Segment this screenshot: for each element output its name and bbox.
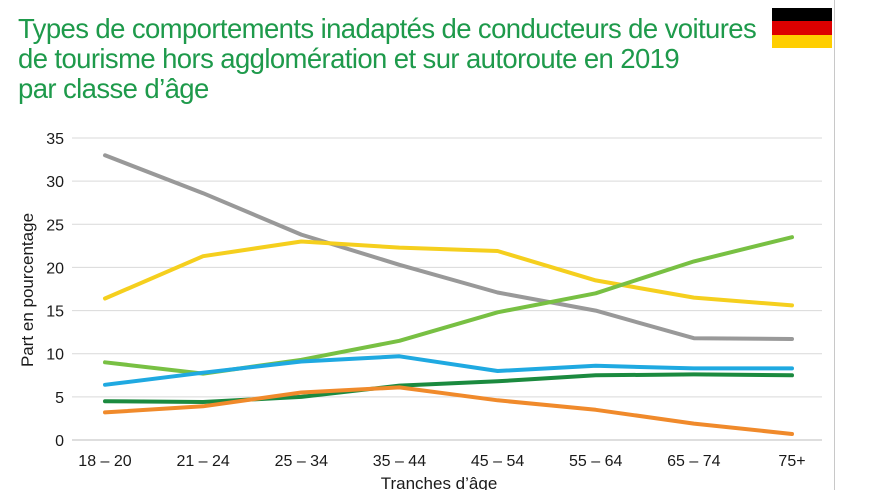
y-tick-label: 0 bbox=[55, 433, 64, 450]
chart-title-line-2: de tourisme hors agglomération et sur au… bbox=[18, 43, 680, 74]
x-tick-label: 35 – 44 bbox=[373, 453, 426, 470]
series-line-4 bbox=[103, 354, 794, 387]
y-tick-label: 10 bbox=[46, 347, 64, 364]
y-tick-label: 5 bbox=[55, 390, 64, 407]
series-line-1 bbox=[103, 153, 794, 341]
y-tick-label: 30 bbox=[46, 174, 64, 191]
series-line-2 bbox=[103, 239, 794, 308]
chart-title: Types de comportements inadaptés de cond… bbox=[18, 14, 758, 104]
series-line-5 bbox=[103, 372, 794, 404]
x-axis-label: Tranches d’âge bbox=[381, 474, 498, 490]
chart-title-line-3: par classe d’âge bbox=[18, 73, 209, 104]
x-tick-label: 55 – 64 bbox=[569, 453, 622, 470]
x-tick-label: 45 – 54 bbox=[471, 453, 524, 470]
series-line-3 bbox=[103, 235, 794, 376]
series-line-6 bbox=[103, 385, 794, 436]
chart-title-line-1: Types de comportements inadaptés de cond… bbox=[18, 13, 757, 44]
y-tick-label: 25 bbox=[46, 217, 64, 234]
flag-stripe-black bbox=[772, 8, 832, 22]
series-lines bbox=[103, 153, 794, 436]
flag-stripe-gold bbox=[772, 34, 832, 48]
x-tick-label: 25 – 34 bbox=[275, 453, 328, 470]
x-tick-label: 65 – 74 bbox=[667, 453, 720, 470]
y-axis-ticks: 0 5 10 15 20 25 30 35 bbox=[46, 131, 64, 450]
image-border bbox=[834, 0, 835, 490]
germany-flag-icon bbox=[772, 8, 832, 48]
x-tick-label: 75+ bbox=[778, 453, 805, 470]
y-tick-label: 35 bbox=[46, 131, 64, 148]
y-tick-label: 15 bbox=[46, 304, 64, 321]
x-tick-label: 21 – 24 bbox=[176, 453, 229, 470]
flag-stripe-red bbox=[772, 21, 832, 35]
grid-lines bbox=[72, 137, 822, 441]
y-axis-label: Part en pourcentage bbox=[18, 213, 37, 367]
x-tick-label: 18 – 20 bbox=[78, 453, 131, 470]
y-tick-label: 20 bbox=[46, 260, 64, 277]
x-axis-ticks: 18 – 20 21 – 24 25 – 34 35 – 44 45 – 54 55 – … bbox=[78, 453, 805, 470]
